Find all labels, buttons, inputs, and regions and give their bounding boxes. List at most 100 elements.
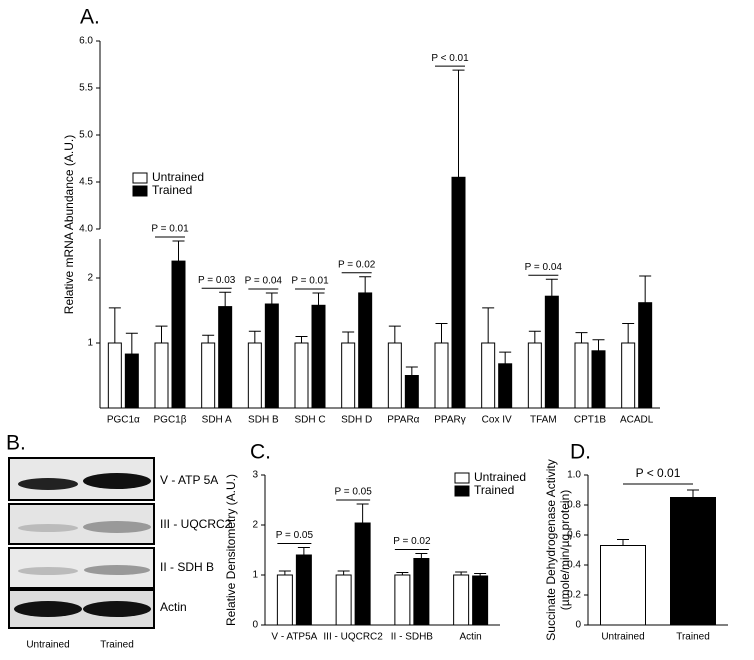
bar bbox=[451, 176, 466, 409]
bar bbox=[354, 522, 371, 626]
panel-title: A. bbox=[80, 6, 100, 29]
error-bar bbox=[687, 489, 699, 498]
annotation: P = 0.05 bbox=[334, 487, 372, 498]
band bbox=[14, 601, 82, 617]
x-tick-label: PPARα bbox=[387, 415, 419, 426]
legend-label: Trained bbox=[474, 483, 514, 497]
bar bbox=[171, 260, 186, 409]
panel-title: D. bbox=[570, 441, 591, 464]
x-tick-label: Cox IV bbox=[482, 415, 512, 426]
y-axis-label: (µmole/min/µg protein) bbox=[558, 490, 572, 611]
error-bar bbox=[202, 334, 215, 343]
legend-label: Untrained bbox=[152, 170, 204, 184]
bar bbox=[574, 342, 589, 409]
bar bbox=[527, 342, 542, 409]
bar bbox=[591, 350, 606, 409]
panel-title: B. bbox=[6, 432, 26, 455]
band bbox=[18, 478, 78, 490]
error-bar bbox=[415, 553, 428, 559]
error-bar bbox=[622, 323, 635, 343]
band bbox=[18, 567, 78, 575]
error-bar bbox=[155, 325, 168, 343]
band bbox=[83, 521, 151, 533]
bar bbox=[394, 574, 411, 626]
error-bar bbox=[396, 572, 409, 575]
bar bbox=[295, 554, 312, 626]
x-tick-label: SDH A bbox=[202, 415, 232, 426]
legend-swatch bbox=[132, 172, 148, 184]
blot-row-label: III - UQCRC2 bbox=[160, 517, 232, 531]
error-bar bbox=[455, 571, 468, 575]
x-tick-label: CPT1B bbox=[574, 415, 607, 426]
bar bbox=[311, 304, 326, 409]
legend-label: Trained bbox=[152, 183, 192, 197]
bar bbox=[670, 497, 716, 626]
x-tick-label: Actin bbox=[460, 632, 482, 643]
y-tick-label: 0 bbox=[575, 620, 581, 631]
bar bbox=[218, 306, 233, 409]
annotation: P = 0.01 bbox=[151, 224, 189, 235]
bar bbox=[621, 342, 636, 409]
x-tick-label: Trained bbox=[676, 632, 710, 643]
error-bar bbox=[356, 503, 369, 523]
x-tick-label: PGC1β bbox=[154, 415, 187, 426]
bar bbox=[600, 545, 646, 626]
legend-label: Untrained bbox=[474, 470, 526, 484]
band bbox=[18, 524, 78, 532]
error-bar bbox=[528, 330, 541, 343]
error-bar bbox=[499, 351, 512, 364]
error-bar bbox=[405, 366, 418, 376]
bar bbox=[404, 375, 419, 409]
panel-title: C. bbox=[250, 441, 271, 464]
bar bbox=[335, 574, 352, 626]
error-bar bbox=[342, 331, 355, 343]
y-tick-label: 6.0 bbox=[79, 36, 93, 47]
band bbox=[83, 601, 151, 617]
annotation: P = 0.02 bbox=[338, 259, 376, 270]
error-bar bbox=[474, 573, 487, 576]
error-bar bbox=[592, 339, 605, 351]
bar bbox=[201, 342, 216, 409]
y-tick-label: 4.5 bbox=[79, 177, 93, 188]
annotation: P = 0.02 bbox=[393, 536, 431, 547]
legend-swatch bbox=[454, 485, 470, 497]
error-bar bbox=[435, 323, 448, 343]
error-bar bbox=[545, 278, 558, 297]
y-tick-label: 2 bbox=[252, 520, 258, 531]
error-bar bbox=[388, 325, 401, 343]
y-tick-label: 0.8 bbox=[567, 500, 581, 511]
y-tick-label: 5.5 bbox=[79, 83, 93, 94]
bar bbox=[264, 303, 279, 409]
error-bar bbox=[482, 307, 495, 343]
band bbox=[84, 565, 150, 575]
error-bar bbox=[297, 547, 310, 555]
annotation: P = 0.04 bbox=[245, 276, 283, 287]
x-tick-label: SDH C bbox=[294, 415, 325, 426]
error-bar bbox=[639, 275, 652, 303]
bar bbox=[107, 342, 122, 409]
x-tick-label: III - UQCRC2 bbox=[323, 632, 383, 643]
bar bbox=[481, 342, 496, 409]
bar bbox=[294, 342, 309, 409]
bar bbox=[276, 574, 293, 626]
annotation: P = 0.03 bbox=[198, 275, 236, 286]
y-tick-label: 4.0 bbox=[79, 224, 93, 235]
y-axis-label: Succinate Dehydrogenase Activity bbox=[544, 459, 558, 640]
error-bar bbox=[125, 332, 138, 355]
annotation: P < 0.01 bbox=[636, 466, 681, 480]
bar bbox=[434, 342, 449, 409]
y-tick-label: 3 bbox=[252, 470, 258, 481]
legend-swatch bbox=[454, 472, 470, 484]
x-tick-label: PPARγ bbox=[434, 415, 466, 426]
annotation: P < 0.01 bbox=[431, 53, 469, 64]
y-tick-label: 1 bbox=[252, 570, 258, 581]
error-bar bbox=[219, 291, 232, 307]
x-tick-label: SDH D bbox=[341, 415, 372, 426]
bar bbox=[638, 302, 653, 409]
blot-row-label: V - ATP 5A bbox=[160, 473, 218, 487]
x-tick-label: SDH B bbox=[248, 415, 279, 426]
blot-row-label: Actin bbox=[160, 600, 187, 614]
x-tick-label: TFAM bbox=[530, 415, 557, 426]
y-tick-label: 5.0 bbox=[79, 130, 93, 141]
